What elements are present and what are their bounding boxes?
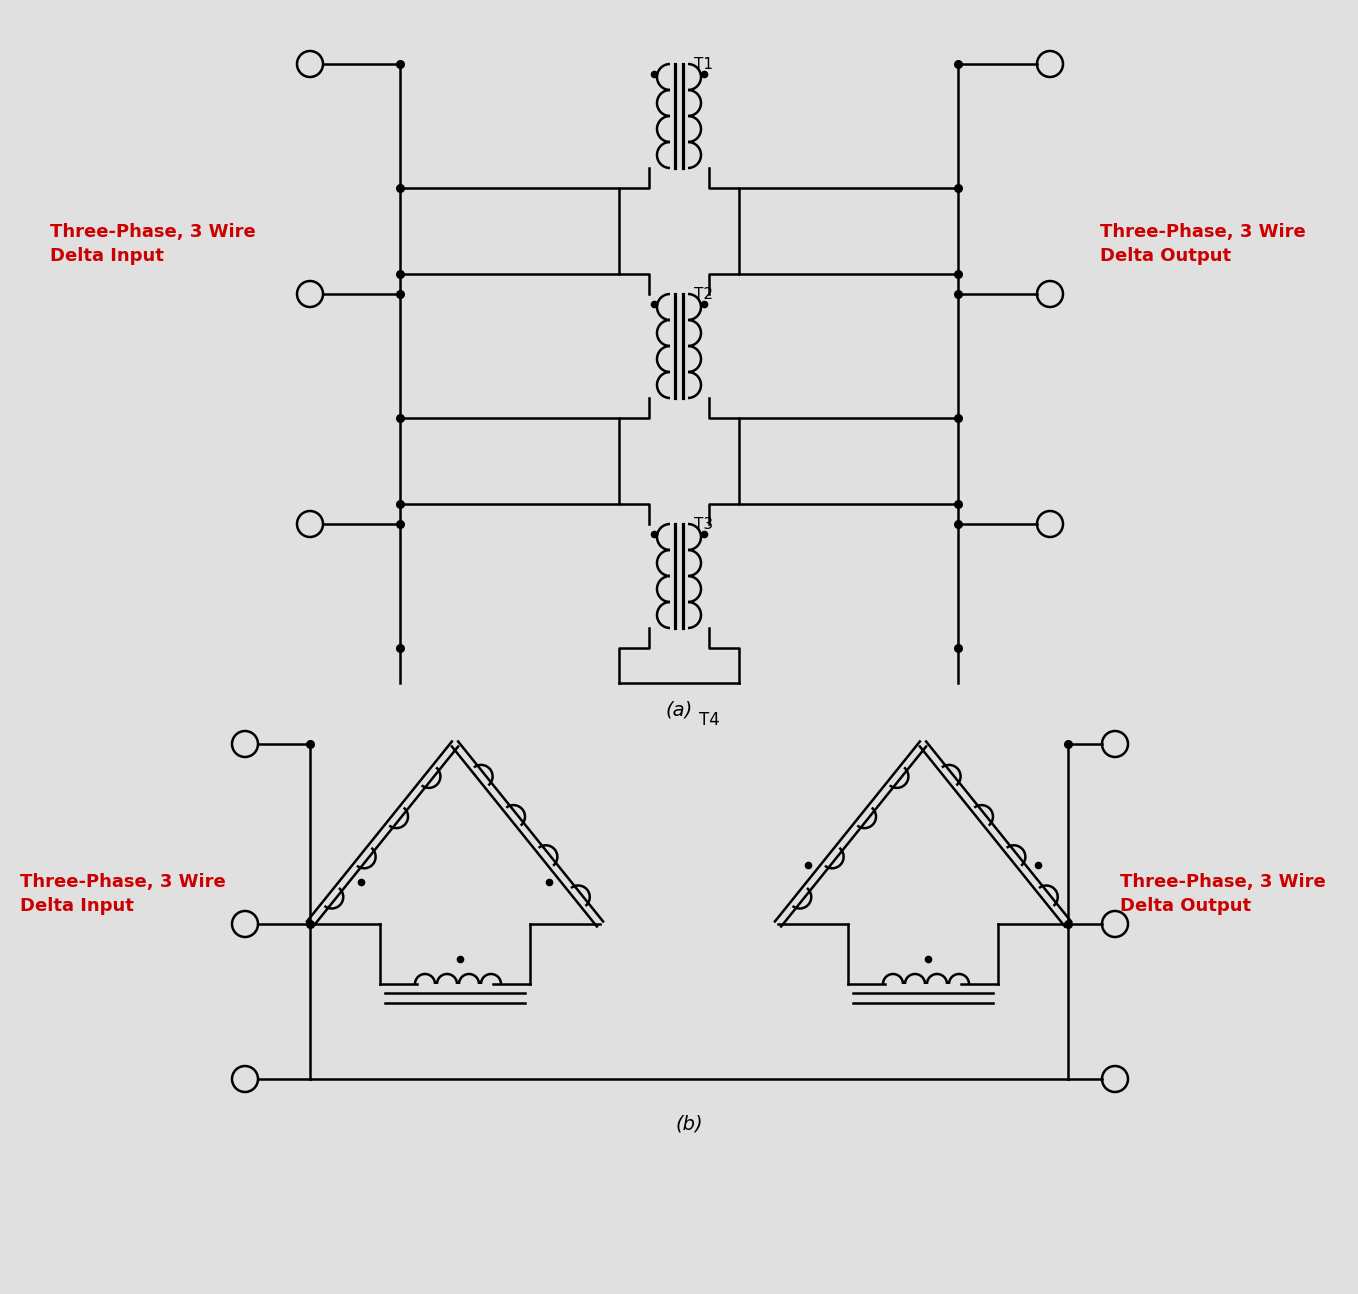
Text: Three-Phase, 3 Wire
Delta Output: Three-Phase, 3 Wire Delta Output (1120, 873, 1325, 915)
Text: T1: T1 (694, 57, 713, 72)
Text: T4: T4 (698, 710, 720, 729)
Text: Three-Phase, 3 Wire
Delta Input: Three-Phase, 3 Wire Delta Input (50, 223, 255, 265)
Text: Three-Phase, 3 Wire
Delta Output: Three-Phase, 3 Wire Delta Output (1100, 223, 1306, 265)
Text: Three-Phase, 3 Wire
Delta Input: Three-Phase, 3 Wire Delta Input (20, 873, 225, 915)
Text: (a): (a) (665, 701, 693, 719)
Text: T3: T3 (694, 518, 713, 532)
Text: T2: T2 (694, 287, 713, 302)
Text: (b): (b) (675, 1114, 703, 1134)
